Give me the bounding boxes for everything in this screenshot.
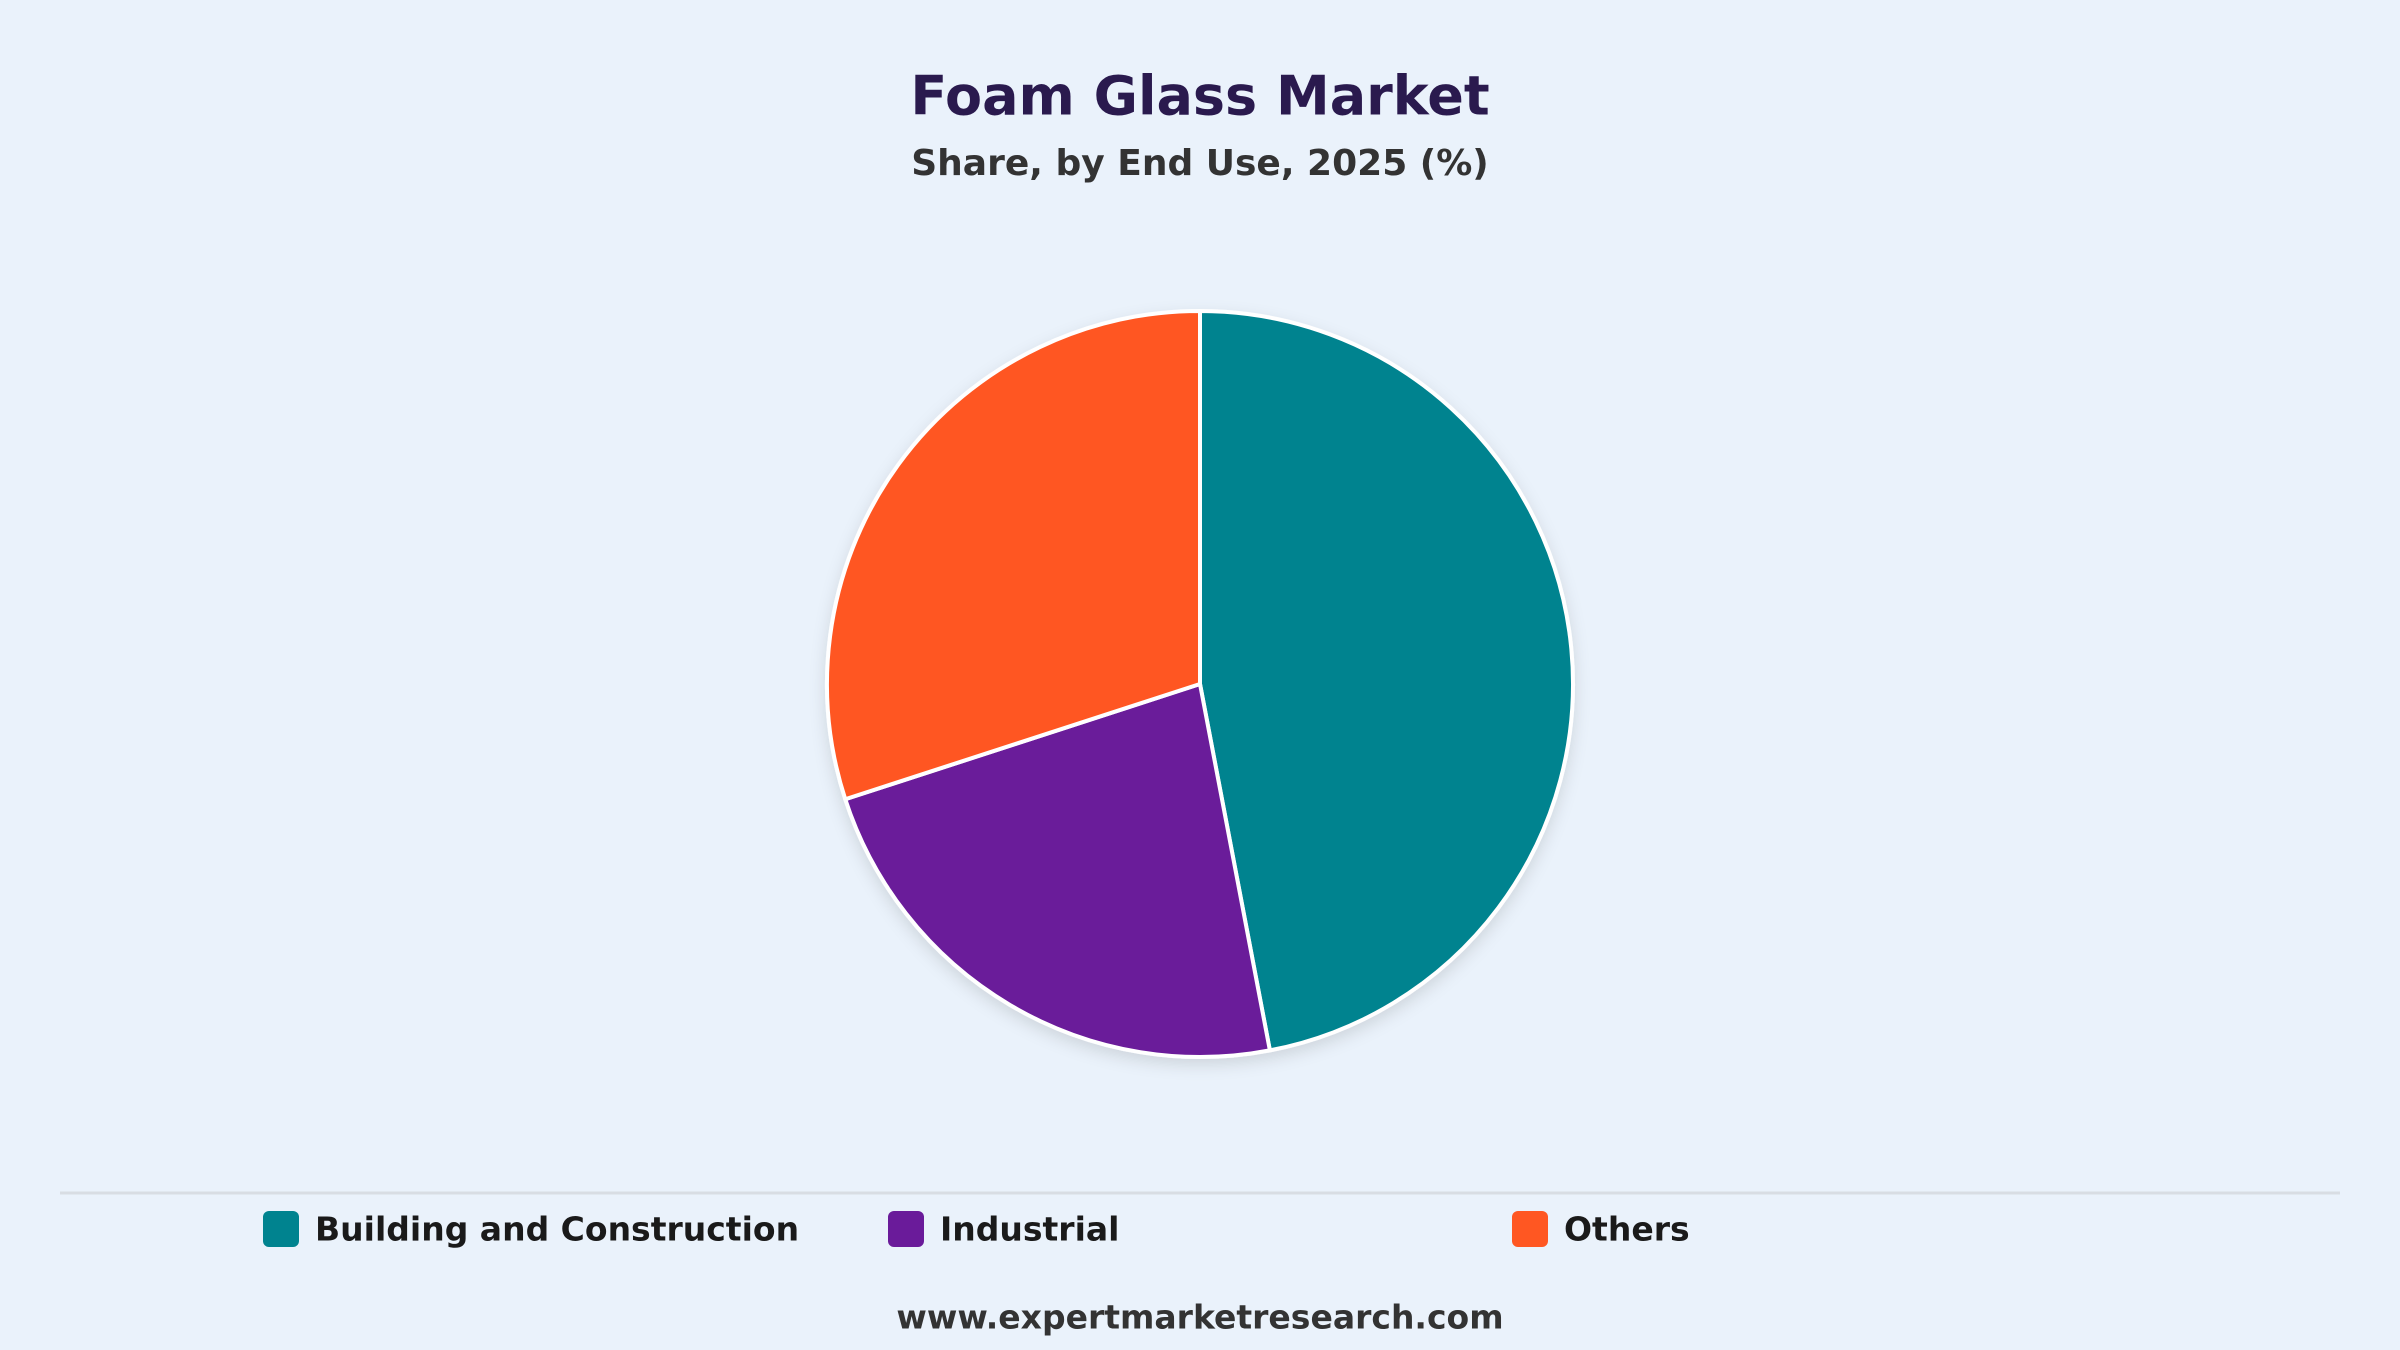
legend-swatch	[888, 1211, 924, 1247]
legend: Building and Construction Industrial Other…	[263, 1210, 1690, 1249]
chart-title: Foam Glass Market	[910, 65, 1489, 128]
legend-swatch	[1512, 1211, 1548, 1247]
pie-slice	[825, 309, 1202, 802]
pie-slice	[843, 682, 1272, 1059]
legend-label: Others	[1564, 1210, 1690, 1249]
legend-label: Building and Construction	[315, 1210, 799, 1249]
legend-label: Industrial	[940, 1210, 1119, 1249]
pie-slice	[1198, 309, 1575, 1053]
pie	[825, 309, 1575, 1059]
source: www.expertmarketresearch.com	[896, 1298, 1503, 1337]
chart-subtitle: Share, by End Use, 2025 (%)	[911, 143, 1489, 184]
legend-swatch	[263, 1211, 299, 1247]
